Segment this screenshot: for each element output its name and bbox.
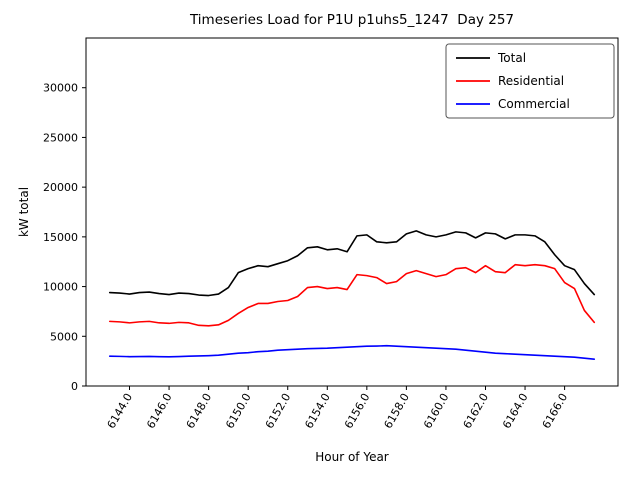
legend-label-commercial: Commercial [498,97,570,111]
legend-label-residential: Residential [498,74,564,88]
y-tick-label: 15000 [43,231,78,244]
y-tick-label: 10000 [43,281,78,294]
x-tick-label: 6160.0 [421,391,452,431]
x-tick-label: 6158.0 [381,391,412,431]
x-tick-label: 6150.0 [223,391,254,431]
x-tick-label: 6162.0 [461,391,492,431]
series-line-total [108,230,596,297]
x-tick-label: 6156.0 [342,391,373,431]
plot-frame [85,37,619,387]
y-tick-label: 0 [71,380,78,393]
x-tick-label: 6144.0 [105,391,136,431]
legend [445,43,615,119]
y-axis-label: kW total [17,186,31,238]
y-tick-label: 25000 [43,131,78,144]
x-tick-label: 6152.0 [263,391,294,431]
y-tick-label: 5000 [50,330,78,343]
series-line-commercial [108,344,596,360]
legend-label-total: Total [497,51,526,65]
chart-title: Timeseries Load for P1U p1uhs5_1247 Day … [189,12,515,28]
y-tick-label: 30000 [43,82,78,95]
x-tick-label: 6166.0 [540,391,571,431]
x-tick-label: 6154.0 [302,391,333,431]
x-tick-label: 6148.0 [184,391,215,431]
y-tick-label: 20000 [43,181,78,194]
x-axis-label: Hour of Year [315,450,389,464]
series-line-residential [108,263,596,327]
x-tick-label: 6164.0 [500,391,531,431]
x-tick-label: 6146.0 [144,391,175,431]
